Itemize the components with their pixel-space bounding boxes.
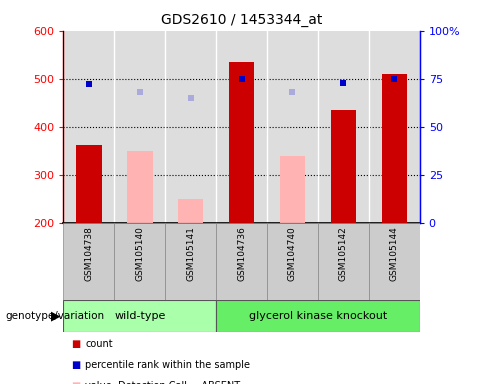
Text: GSM105140: GSM105140 [135,227,144,281]
Bar [114,223,165,300]
Text: ▶: ▶ [51,310,61,322]
Text: glycerol kinase knockout: glycerol kinase knockout [249,311,387,321]
Text: GSM104738: GSM104738 [84,227,93,281]
Bar [369,223,420,300]
Text: ■: ■ [71,381,80,384]
Text: GSM104740: GSM104740 [288,227,297,281]
Bar [63,300,216,332]
Bar [331,110,356,223]
Bar [267,223,318,300]
Text: ■: ■ [71,360,80,370]
Bar [280,156,305,223]
Text: GSM105144: GSM105144 [390,227,399,281]
Bar [63,223,114,300]
Bar [76,145,102,223]
Bar [318,223,369,300]
Bar [216,223,267,300]
Text: wild-type: wild-type [114,311,165,321]
Text: GSM105141: GSM105141 [186,227,195,281]
Text: value, Detection Call = ABSENT: value, Detection Call = ABSENT [85,381,241,384]
Bar [216,300,420,332]
Bar [178,199,203,223]
Bar [165,223,216,300]
Text: percentile rank within the sample: percentile rank within the sample [85,360,250,370]
Text: GSM105142: GSM105142 [339,227,348,281]
Bar [229,62,254,223]
Text: count: count [85,339,113,349]
Text: genotype/variation: genotype/variation [5,311,104,321]
Text: GSM104736: GSM104736 [237,227,246,281]
Text: ■: ■ [71,339,80,349]
Bar [127,151,152,223]
Bar [382,74,407,223]
Title: GDS2610 / 1453344_at: GDS2610 / 1453344_at [161,13,322,27]
